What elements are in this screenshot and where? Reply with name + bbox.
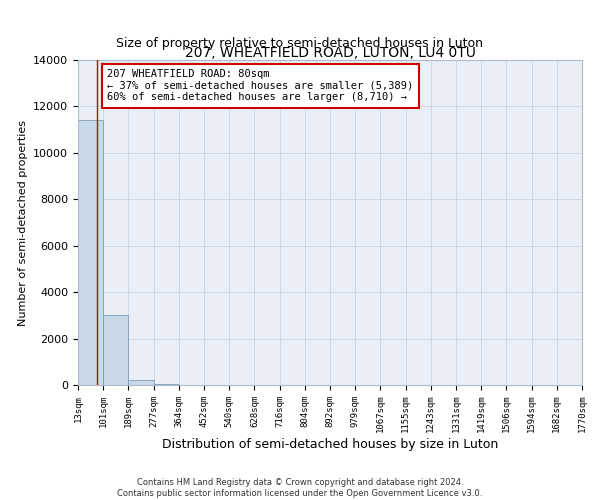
Bar [103, 316, 128, 385]
Text: Size of property relative to semi-detached houses in Luton: Size of property relative to semi-detach… [116, 38, 484, 51]
Bar [128, 380, 154, 385]
Title: 207, WHEATFIELD ROAD, LUTON, LU4 0TU: 207, WHEATFIELD ROAD, LUTON, LU4 0TU [185, 46, 475, 60]
Bar [154, 384, 179, 385]
Bar [78, 120, 103, 385]
Text: 207 WHEATFIELD ROAD: 80sqm
← 37% of semi-detached houses are smaller (5,389)
60%: 207 WHEATFIELD ROAD: 80sqm ← 37% of semi… [107, 70, 413, 102]
X-axis label: Distribution of semi-detached houses by size in Luton: Distribution of semi-detached houses by … [162, 438, 498, 451]
Y-axis label: Number of semi-detached properties: Number of semi-detached properties [17, 120, 28, 326]
Text: Contains HM Land Registry data © Crown copyright and database right 2024.
Contai: Contains HM Land Registry data © Crown c… [118, 478, 482, 498]
